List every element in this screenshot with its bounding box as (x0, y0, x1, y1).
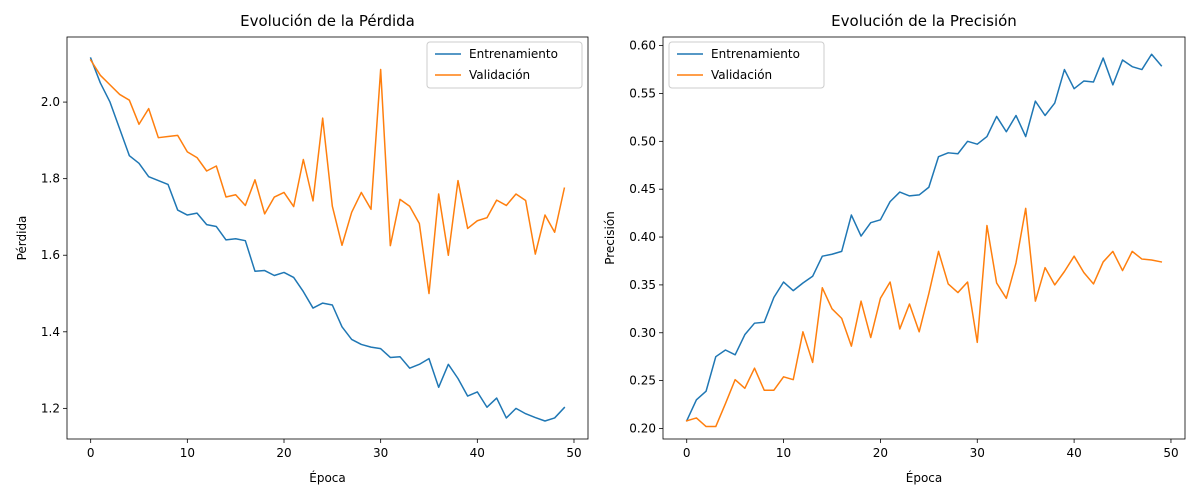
plot-area (89, 57, 566, 422)
series-line-entrenamiento (685, 53, 1163, 422)
legend-label: Entrenamiento (469, 47, 558, 61)
x-axis-label: Época (906, 470, 943, 485)
x-tick-label: 40 (470, 446, 485, 460)
x-tick-label: 50 (566, 446, 581, 460)
y-tick-label: 0.55 (629, 86, 656, 100)
plot-area (685, 53, 1163, 428)
y-tick-label: 1.2 (41, 401, 60, 415)
x-tick-label: 40 (1066, 446, 1081, 460)
legend: Entrenamiento Validación (426, 41, 583, 89)
x-tick-label: 50 (1163, 446, 1178, 460)
x-axis-label: Época (309, 470, 346, 485)
x-tick-label: 0 (87, 446, 95, 460)
y-tick-label: 0.40 (629, 230, 656, 244)
y-tick-label: 0.35 (629, 278, 656, 292)
chart-accuracy: Evolución de la Precisión 0 10 20 30 40 50 0.20… (603, 12, 1186, 485)
x-tick-label: 20 (276, 446, 291, 460)
x-tick-label: 30 (373, 446, 388, 460)
chart-title: Evolución de la Pérdida (240, 12, 415, 30)
series-line-validacion (89, 58, 566, 295)
y-tick-label: 0.20 (629, 421, 656, 435)
y-tick-label: 0.60 (629, 39, 656, 53)
x-tick-label: 0 (683, 446, 691, 460)
legend-label: Entrenamiento (711, 47, 800, 61)
x-tick-label: 10 (180, 446, 195, 460)
axes-frame (66, 36, 589, 440)
chart-title: Evolución de la Precisión (831, 12, 1017, 30)
legend-label: Validación (469, 68, 530, 82)
x-tick-label: 30 (970, 446, 985, 460)
x-tick-label: 20 (873, 446, 888, 460)
legend: Entrenamiento Validación (668, 41, 825, 89)
y-tick-label: 0.50 (629, 134, 656, 148)
y-tick-label: 1.4 (41, 325, 60, 339)
series-line-entrenamiento (89, 57, 566, 422)
legend-box (668, 41, 825, 89)
axes-frame (662, 36, 1186, 440)
y-tick-label: 0.25 (629, 374, 656, 388)
chart-loss: Evolución de la Pérdida 0 10 20 30 40 50 1.2 1.4… (15, 12, 589, 485)
y-axis-label: Precisión (603, 211, 617, 265)
y-tick-label: 0.45 (629, 182, 656, 196)
x-tick-label: 10 (776, 446, 791, 460)
y-tick-label: 1.8 (41, 172, 60, 186)
y-tick-label: 2.0 (41, 95, 60, 109)
y-tick-label: 0.30 (629, 326, 656, 340)
series-line-validacion (685, 207, 1163, 428)
y-tick-label: 1.6 (41, 248, 60, 262)
legend-label: Validación (711, 68, 772, 82)
y-axis-label: Pérdida (15, 216, 29, 261)
legend-box (426, 41, 583, 89)
